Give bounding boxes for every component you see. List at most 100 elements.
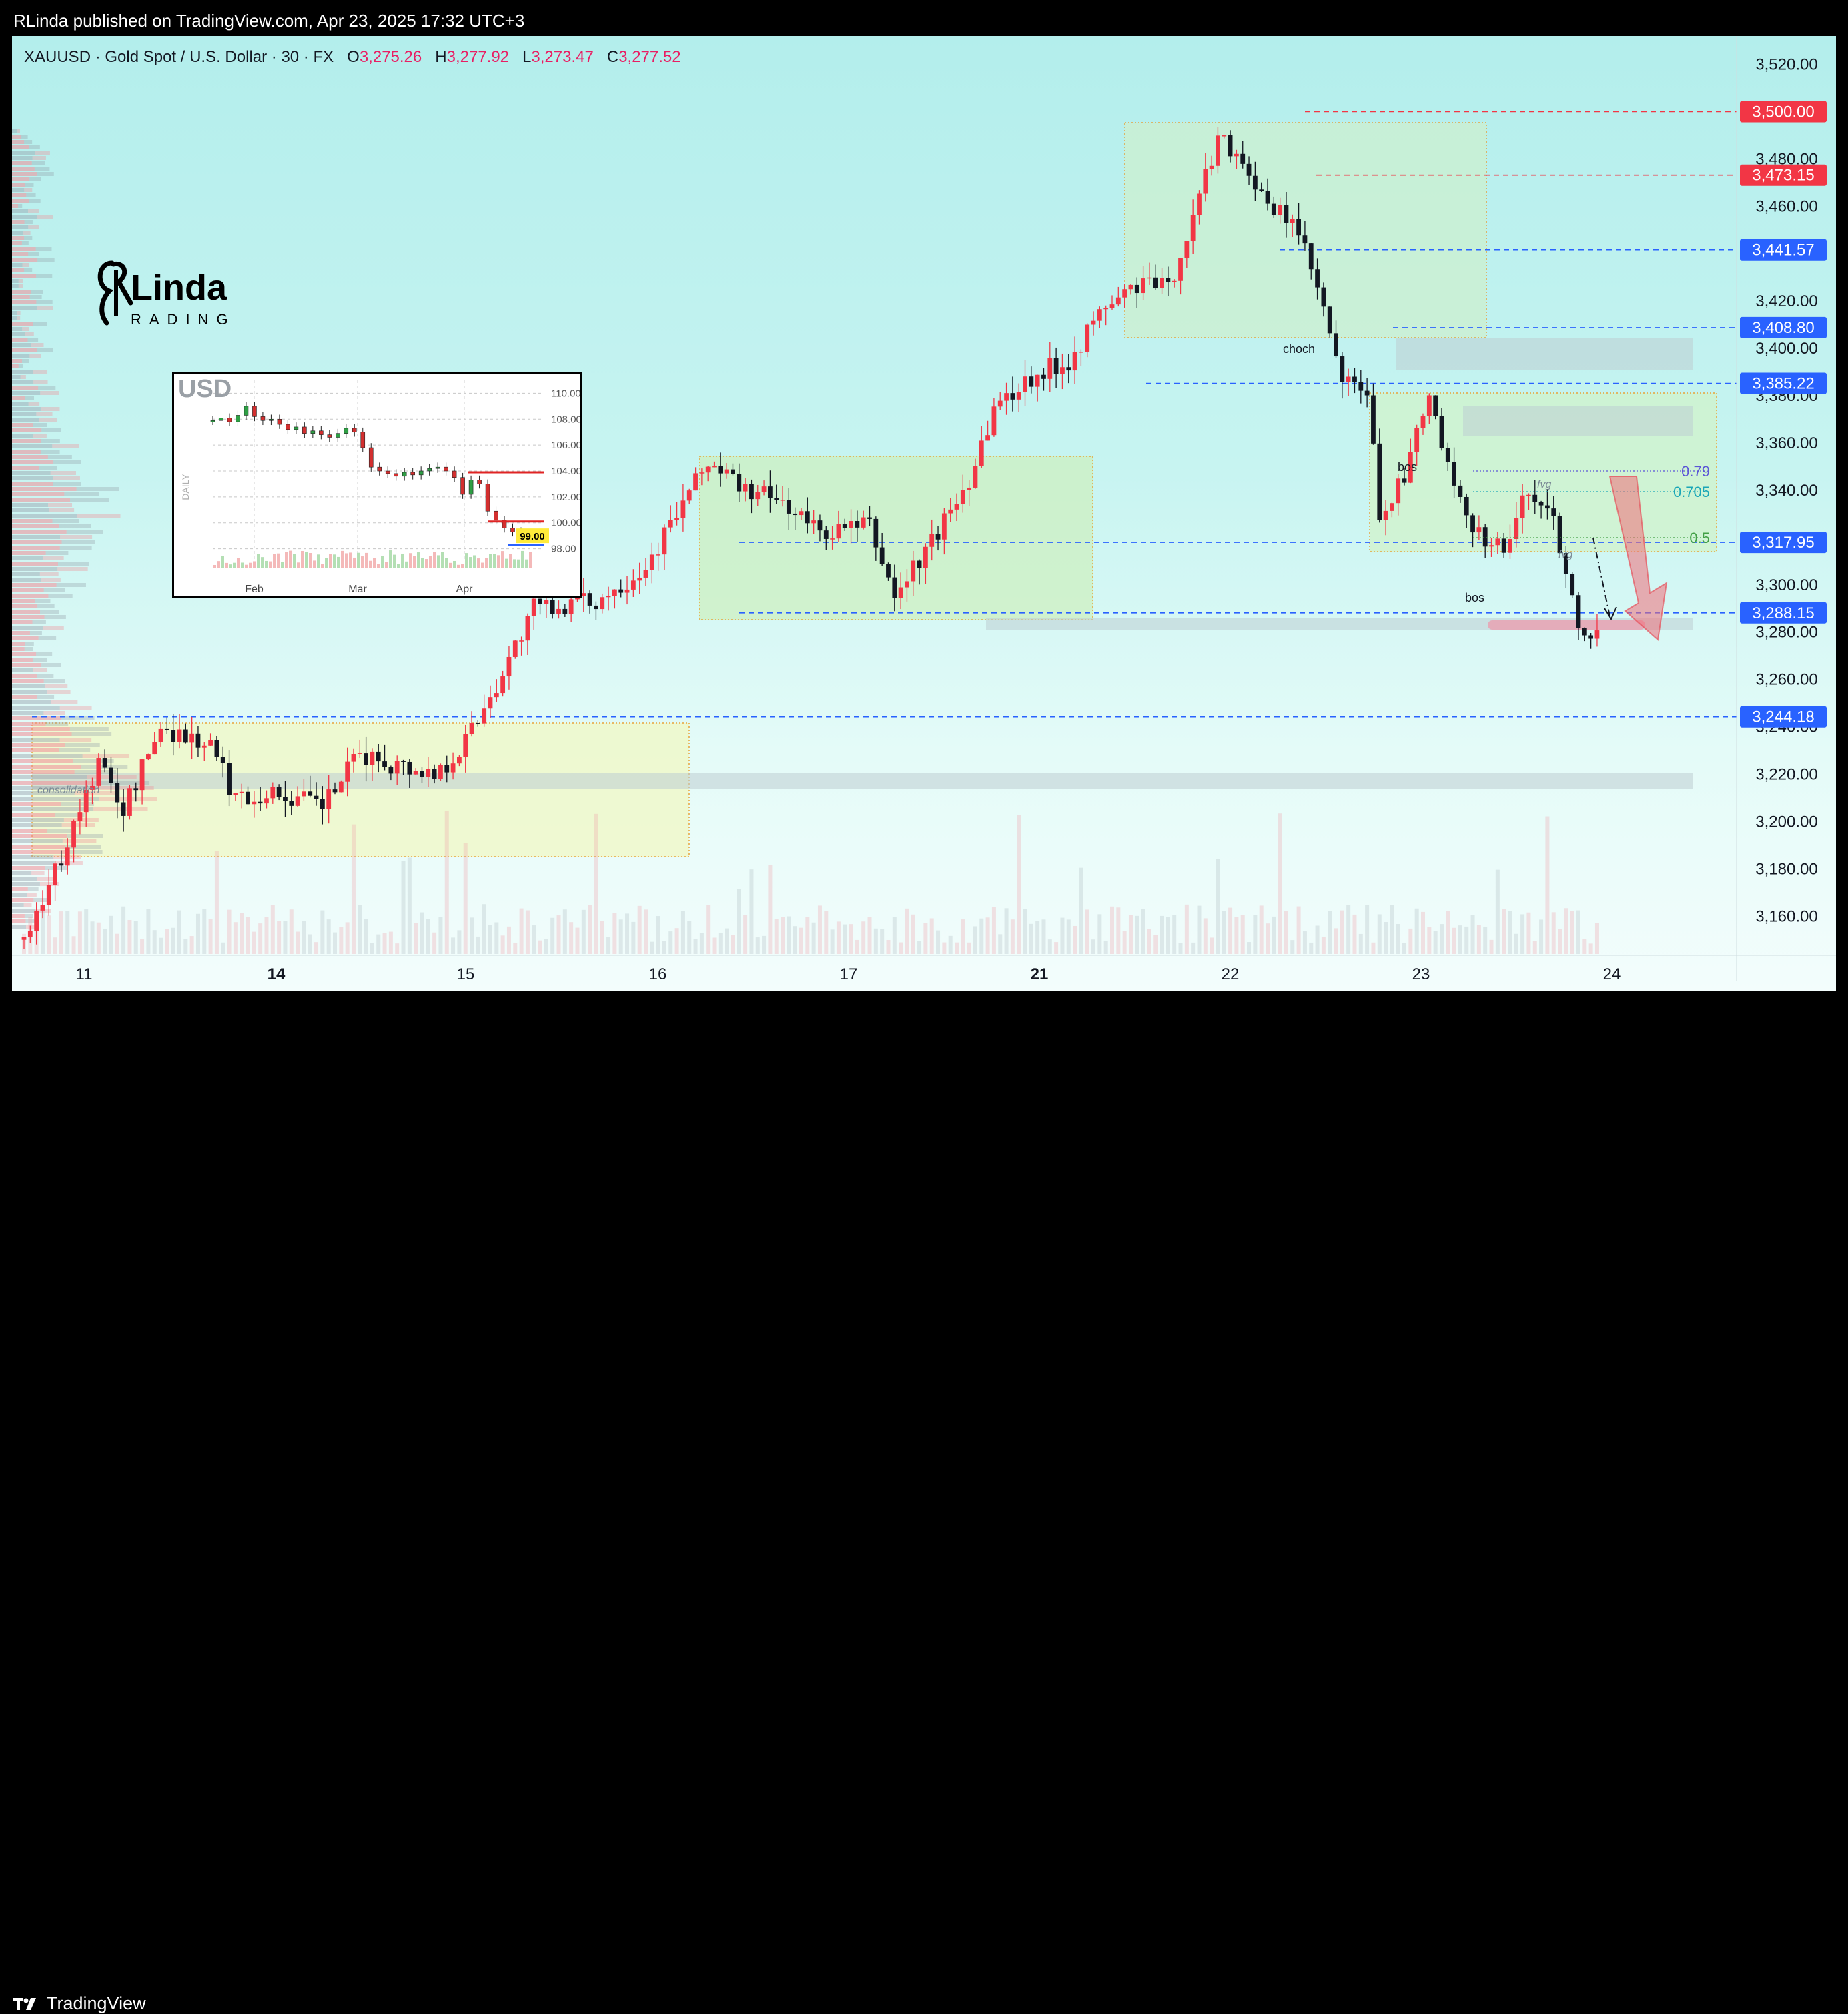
- usd-volume-bar: [349, 552, 352, 568]
- volume-profile-bar: [12, 658, 33, 662]
- candle-body: [426, 769, 431, 777]
- candle-body: [308, 791, 313, 796]
- candle-body: [302, 791, 306, 797]
- usd-candle: [260, 416, 266, 421]
- volume-bar: [855, 939, 859, 954]
- usd-axis-label: DAILY: [180, 474, 191, 500]
- candle-body: [90, 785, 95, 790]
- tradingview-logo[interactable]: TradingView: [13, 1993, 146, 2014]
- usd-candle: [368, 447, 374, 468]
- price-badge-text: 3,385.22: [1752, 375, 1814, 393]
- volume-bar: [805, 917, 810, 954]
- candle-body: [109, 767, 113, 783]
- open-value: 3,275.26: [359, 48, 422, 66]
- volume-bar: [127, 919, 132, 954]
- volume-bar: [264, 917, 269, 954]
- volume-profile-bar: [29, 177, 41, 181]
- price-level-badge[interactable]: 3,288.15: [1740, 602, 1827, 624]
- high-label: H: [435, 48, 447, 66]
- volume-bar: [1570, 911, 1574, 954]
- chart-frame[interactable]: 0.79 0.705 0.5 choch bos bos fvg fvg consolidati…: [12, 36, 1836, 991]
- candle-body: [693, 473, 698, 491]
- usd-volume-bar: [437, 555, 440, 568]
- volume-bar: [562, 909, 567, 954]
- volume-bar: [824, 911, 829, 954]
- candle-body: [21, 937, 27, 940]
- volume-bar: [1191, 942, 1196, 954]
- price-level-badge[interactable]: 3,408.80: [1740, 316, 1827, 338]
- candle-body: [1377, 443, 1382, 520]
- usd-volume-bar: [521, 550, 524, 568]
- volume-bar: [395, 943, 400, 954]
- volume-bar: [476, 936, 480, 954]
- price-level-badge[interactable]: 3,244.18: [1740, 706, 1827, 728]
- candle-body: [686, 490, 692, 501]
- candle-body: [152, 742, 157, 755]
- price-level-badge[interactable]: 3,473.15: [1740, 164, 1827, 186]
- volume-profile-bar: [31, 871, 45, 875]
- candle-body: [1271, 203, 1276, 215]
- candle-body: [1327, 306, 1332, 334]
- usd-volume-bar: [501, 551, 504, 568]
- volume-profile-bar: [48, 594, 73, 598]
- usd-volume-bar: [285, 552, 288, 568]
- price-level-badge[interactable]: 3,317.95: [1740, 532, 1827, 554]
- volume-profile-bar: [12, 188, 25, 192]
- volume-profile-bar: [66, 850, 103, 854]
- volume-bar: [644, 909, 648, 954]
- usd-y-tick: 104.00: [551, 466, 580, 477]
- price-badge-bg: [1740, 706, 1827, 728]
- candle-body: [1203, 169, 1208, 194]
- volume-profile-bar: [12, 695, 37, 699]
- volume-bar: [811, 922, 816, 954]
- volume-bar: [1358, 933, 1363, 954]
- volume-profile-bar: [12, 327, 23, 331]
- volume-profile-bar: [12, 167, 35, 171]
- usd-volume-bar: [389, 550, 392, 568]
- volume-bar: [606, 937, 611, 954]
- volume-bar: [948, 935, 953, 954]
- candle-body: [531, 598, 536, 616]
- candle-body: [656, 554, 661, 556]
- volume-profile-bar: [31, 290, 43, 294]
- candle-body: [1016, 392, 1021, 400]
- y-tick-label: 3,460.00: [1755, 197, 1817, 215]
- volume-profile-bar: [12, 364, 19, 368]
- price-badge-bg: [1740, 101, 1827, 123]
- volume-profile-bar: [12, 642, 25, 646]
- volume-bar: [1352, 914, 1357, 954]
- usd-candle: [219, 418, 223, 421]
- price-level-badge[interactable]: 3,385.22: [1740, 372, 1827, 394]
- main-chart[interactable]: 0.79 0.705 0.5 choch bos bos fvg fvg consolidati…: [12, 36, 1836, 991]
- volume-bar: [432, 932, 437, 954]
- volume-bar: [451, 937, 456, 954]
- usd-volume-bar: [409, 553, 412, 568]
- volume-bar: [532, 925, 536, 954]
- volume-bar: [296, 931, 300, 954]
- candle-body: [201, 745, 207, 748]
- volume-profile-bar: [12, 887, 28, 891]
- candle-body: [817, 520, 823, 531]
- candle-body: [830, 538, 835, 540]
- volume-bar: [936, 930, 941, 954]
- gray-zone: [1463, 406, 1693, 436]
- price-level-badge[interactable]: 3,441.57: [1740, 239, 1827, 261]
- candle-body: [749, 484, 754, 500]
- volume-bar: [594, 813, 598, 954]
- volume-profile-bar: [41, 428, 61, 432]
- volume-bar: [706, 905, 711, 954]
- volume-profile-bar: [12, 647, 25, 651]
- bearish-arrow: [1608, 476, 1668, 641]
- volume-bar: [538, 940, 542, 954]
- price-level-badge[interactable]: 3,500.00: [1740, 101, 1827, 123]
- volume-profile-bar: [37, 306, 53, 310]
- y-tick-label: 3,300.00: [1755, 576, 1817, 594]
- usd-volume-bar: [281, 562, 284, 568]
- candle-body: [295, 796, 300, 806]
- volume-bar: [159, 937, 163, 954]
- volume-profile-bar: [12, 909, 35, 913]
- usd-candle: [252, 406, 257, 417]
- volume-profile-bar: [25, 396, 35, 400]
- volume-profile-bar: [32, 620, 46, 624]
- volume-profile-bar: [32, 156, 46, 160]
